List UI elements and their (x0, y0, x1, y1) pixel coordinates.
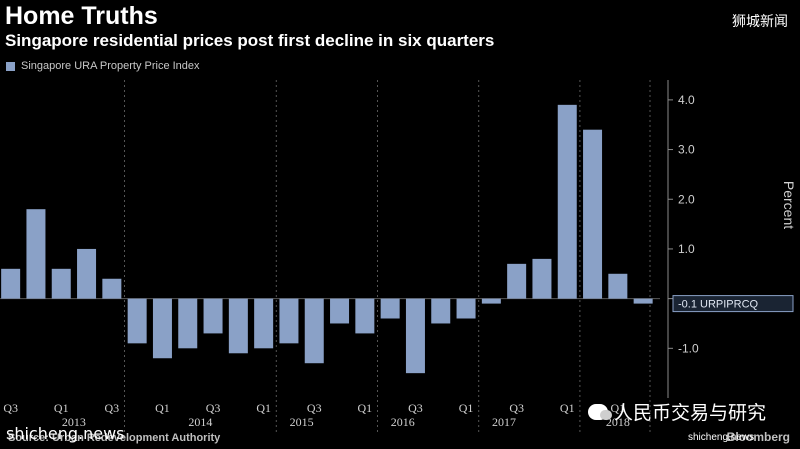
bar (26, 209, 46, 299)
last-value-label: -0.1 URPIPRCQ (678, 299, 759, 311)
bar (1, 268, 21, 299)
y-axis-title: Percent (781, 181, 797, 229)
y-tick-label: 4.0 (678, 93, 695, 107)
legend: Singapore URA Property Price Index (6, 60, 200, 72)
x-tick-label: Q1 (611, 401, 626, 415)
x-tick-label: Q1 (54, 401, 69, 415)
x-tick-label: Q1 (459, 401, 474, 415)
watermark-top: 狮城新闻 (732, 14, 788, 30)
bar (507, 263, 527, 299)
y-tick-label: 3.0 (678, 143, 695, 157)
bar (330, 298, 350, 324)
bar (102, 278, 122, 299)
bar (532, 258, 552, 299)
x-tick-label: Q3 (509, 401, 524, 415)
bar (51, 268, 71, 299)
legend-label: Singapore URA Property Price Index (21, 60, 200, 72)
bar (254, 298, 274, 349)
watermark-badge: 人民币交易与研究 (588, 398, 766, 425)
chart-title: Home Truths (5, 2, 158, 30)
bar (127, 298, 147, 344)
watermark-right: shicheng.news (688, 432, 755, 443)
bar (152, 298, 172, 359)
x-tick-label: Q1 (358, 401, 373, 415)
y-tick-label: 1.0 (678, 242, 695, 256)
bar (583, 129, 603, 299)
bar (557, 104, 577, 299)
legend-swatch (6, 61, 15, 71)
x-year-label: 2016 (391, 415, 415, 429)
bar (380, 298, 400, 319)
watermark-left: shicheng.news (6, 424, 125, 443)
bar (355, 298, 375, 334)
bar (228, 298, 248, 354)
x-tick-label: Q3 (206, 401, 221, 415)
bar (633, 298, 653, 304)
x-tick-label: Q1 (256, 401, 271, 415)
x-year-label: 2014 (188, 415, 212, 429)
bar (481, 298, 501, 304)
x-tick-label: Q3 (408, 401, 423, 415)
bar (279, 298, 299, 344)
x-tick-label: Q3 (3, 401, 18, 415)
bar (431, 298, 451, 324)
bar (456, 298, 476, 319)
x-year-label: 2015 (290, 415, 314, 429)
chart-subtitle: Singapore residential prices post first … (5, 31, 495, 50)
bar (178, 298, 198, 349)
x-year-label: 2013 (62, 415, 86, 429)
bar (304, 298, 324, 364)
x-year-label: 2017 (492, 415, 516, 429)
x-tick-label: Q1 (155, 401, 170, 415)
watermark-badge-text: 人民币交易与研究 (614, 402, 767, 424)
x-year-label: 2018 (606, 415, 630, 429)
y-tick-label: 2.0 (678, 192, 695, 206)
brand-label: Bloomberg (726, 430, 790, 444)
last-value-badge (672, 295, 794, 313)
wechat-icon (588, 403, 612, 420)
bar (203, 298, 223, 334)
x-tick-label: Q3 (105, 401, 120, 415)
x-tick-label: Q1 (560, 401, 575, 415)
source-note: Source: Urban Redevelopment Authority (8, 432, 221, 444)
bar (405, 298, 425, 374)
bar (608, 273, 628, 299)
bar (77, 248, 97, 299)
x-tick-label: Q3 (307, 401, 322, 415)
y-tick-label: -1.0 (678, 341, 699, 355)
